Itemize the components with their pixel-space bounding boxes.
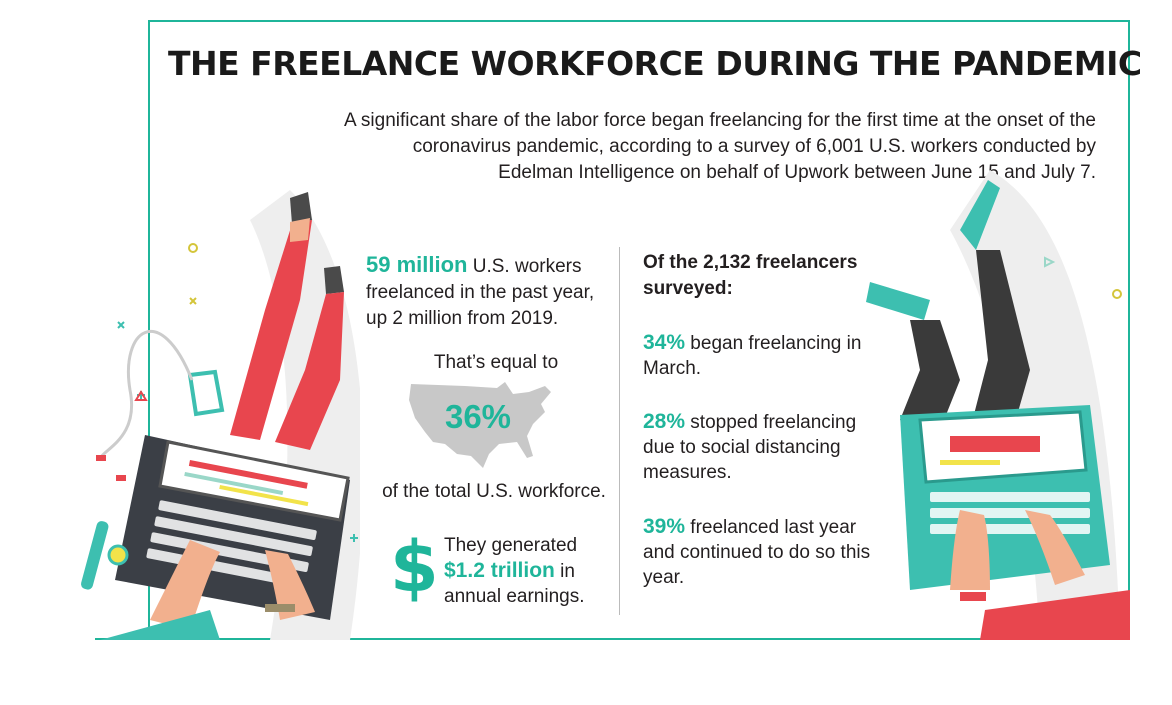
right-leg [275, 292, 344, 450]
upper-leg [970, 250, 1030, 440]
phone-icon [187, 369, 225, 417]
dollar-icon: $ [390, 526, 439, 608]
fact-text: freelanced last year and continued to do… [643, 517, 871, 588]
earbuds-icon [98, 330, 194, 461]
laptop-screen [158, 440, 350, 522]
survey-fact: 34% began freelancing in March. [643, 330, 873, 381]
confetti [350, 534, 358, 542]
screen-line [940, 460, 1000, 465]
screen-line [219, 484, 309, 507]
lower-leg [900, 320, 960, 430]
infographic-frame [148, 20, 1130, 640]
confetti [1044, 256, 1056, 268]
page-title: THE FREELANCE WORKFORCE DURING THE PANDE… [168, 44, 1142, 83]
intro-paragraph: A significant share of the labor force b… [344, 110, 1096, 183]
us-map-shape [409, 382, 551, 468]
screen-line [184, 472, 284, 496]
fact-highlight: 34% [643, 331, 686, 354]
confetti [1112, 289, 1122, 299]
confetti [189, 297, 197, 305]
confetti [188, 243, 198, 253]
shirt [980, 590, 1130, 640]
keyboard [930, 492, 1090, 534]
survey-fact: 28% stopped freelancing due to social di… [643, 409, 873, 485]
earnings-stat: They generated $1.2 trillion in annual ear… [444, 533, 614, 609]
top-shoe [960, 180, 1000, 250]
screen-bar [950, 436, 1040, 452]
workforce-percent: 36% [444, 398, 512, 435]
earnings-highlight: $1.2 trillion [444, 559, 555, 582]
freelancer-count-stat: 59 million U.S. workers freelanced in th… [366, 252, 616, 332]
left-leg [230, 220, 312, 440]
earbud [116, 475, 126, 481]
fact-text: stopped freelancing due to social distan… [643, 412, 857, 483]
earnings-pre: They generated [444, 535, 578, 556]
lower-shoe [866, 282, 930, 320]
workforce-label: of the total U.S. workforce. [382, 481, 606, 502]
confetti [134, 390, 148, 401]
left-hand [950, 510, 990, 590]
right-hand [265, 550, 315, 620]
screen-bar [188, 460, 308, 489]
fact-text: began freelancing in March. [643, 333, 862, 379]
confetti [117, 321, 125, 329]
column-divider [619, 247, 620, 615]
fact-highlight: 39% [643, 515, 686, 538]
right-hand [1025, 510, 1085, 585]
freelancer-count-text: U.S. workers freelanced in the past year… [366, 256, 595, 329]
earnings-mid: in [554, 561, 575, 582]
bracelet [960, 592, 986, 601]
ankle [290, 218, 310, 242]
freelancer-count-highlight: 59 million [366, 252, 468, 277]
earbud [96, 455, 106, 461]
right-person-illustration [866, 170, 1130, 640]
equal-to-label: That’s equal to [433, 352, 559, 373]
shirt [100, 610, 220, 640]
left-shoe [290, 192, 312, 224]
left-person-illustration [81, 190, 360, 640]
right-shoe [324, 266, 344, 294]
watch-face [107, 544, 129, 566]
fact-highlight: 28% [643, 410, 686, 433]
watch-icon [81, 521, 109, 590]
survey-fact: 39% freelanced last year and continued t… [643, 514, 873, 590]
left-hand [150, 540, 220, 630]
survey-heading: Of the 2,132 freelancers surveyed: [643, 252, 858, 299]
earnings-post: annual earnings. [444, 586, 585, 607]
us-map-icon [409, 382, 551, 468]
bracelet [265, 604, 295, 612]
